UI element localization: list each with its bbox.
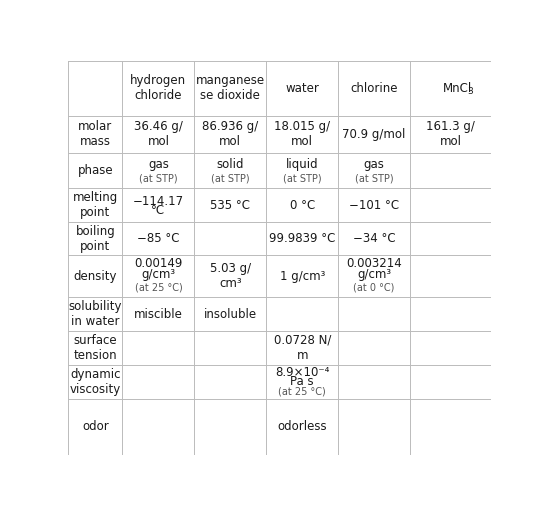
Text: °C: °C [151,204,165,217]
Text: insoluble: insoluble [204,308,257,320]
Text: boiling
point: boiling point [75,224,115,252]
Text: 535 °C: 535 °C [210,199,250,212]
Text: 3: 3 [467,87,473,96]
Text: gas: gas [364,158,384,171]
Text: g/cm³: g/cm³ [357,268,391,281]
Text: (at 25 °C): (at 25 °C) [134,283,182,293]
Text: gas: gas [148,158,169,171]
Text: −101 °C: −101 °C [349,199,399,212]
Text: phase: phase [78,164,113,177]
Text: odorless: odorless [277,420,327,433]
Text: melting
point: melting point [73,191,118,219]
Text: (at STP): (at STP) [283,174,322,183]
Text: (at STP): (at STP) [139,174,177,183]
Text: dynamic
viscosity: dynamic viscosity [70,368,121,396]
Text: Pa s: Pa s [290,375,314,388]
Text: 99.9839 °C: 99.9839 °C [269,232,335,245]
Text: 18.015 g/
mol: 18.015 g/ mol [274,120,330,148]
Text: hydrogen
chloride: hydrogen chloride [130,75,186,103]
Text: odor: odor [82,420,109,433]
Text: 0.0728 N/
m: 0.0728 N/ m [274,334,331,362]
Text: water: water [286,82,319,95]
Text: −85 °C: −85 °C [137,232,180,245]
Text: 161.3 g/
mol: 161.3 g/ mol [426,120,475,148]
Text: miscible: miscible [134,308,183,320]
Text: MnCl: MnCl [443,82,472,95]
Text: 0.00149: 0.00149 [134,257,182,270]
Text: −114.17: −114.17 [133,195,184,207]
Text: 0.003214: 0.003214 [346,257,402,270]
Text: 5.03 g/
cm³: 5.03 g/ cm³ [210,262,251,290]
Text: −34 °C: −34 °C [353,232,395,245]
Text: g/cm³: g/cm³ [141,268,175,281]
Text: 0 °C: 0 °C [289,199,315,212]
Text: liquid: liquid [286,158,318,171]
Text: molar
mass: molar mass [78,120,112,148]
Text: 70.9 g/mol: 70.9 g/mol [342,128,406,141]
Text: manganese
se dioxide: manganese se dioxide [196,75,265,103]
Text: (at STP): (at STP) [355,174,394,183]
Text: (at STP): (at STP) [211,174,250,183]
Text: chlorine: chlorine [351,82,398,95]
Text: (at 25 °C): (at 25 °C) [278,386,326,396]
Text: 8.9×10⁻⁴: 8.9×10⁻⁴ [275,366,329,379]
Text: 36.46 g/
mol: 36.46 g/ mol [134,120,183,148]
Text: 86.936 g/
mol: 86.936 g/ mol [202,120,258,148]
Text: 1 g/cm³: 1 g/cm³ [280,270,325,283]
Text: density: density [74,270,117,283]
Text: solid: solid [217,158,244,171]
Text: (at 0 °C): (at 0 °C) [353,283,395,293]
Text: surface
tension: surface tension [74,334,117,362]
Text: solubility
in water: solubility in water [69,300,122,328]
